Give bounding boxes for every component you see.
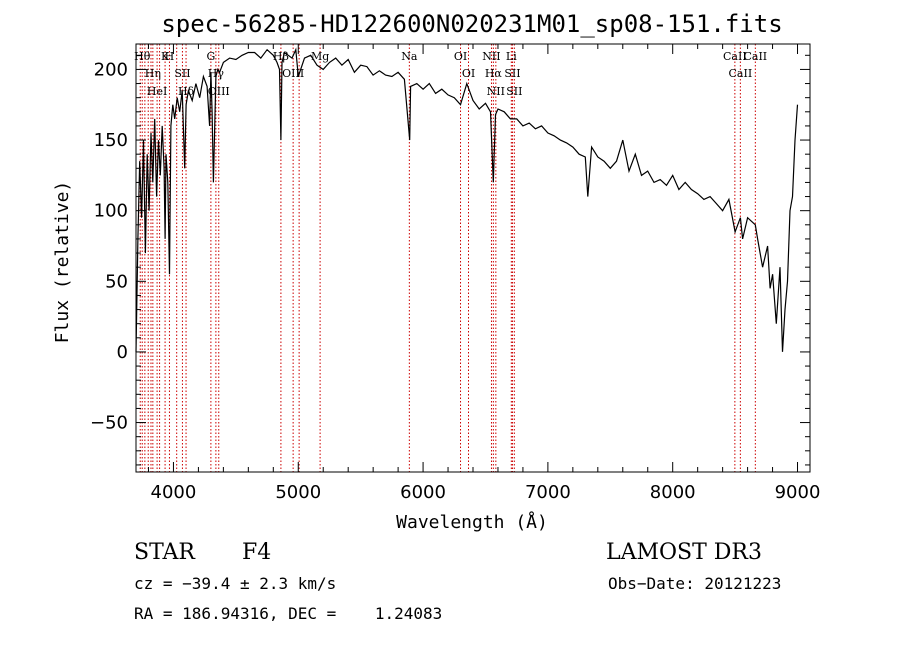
spectral-line-label: Li [506,50,517,63]
y-tick-label: 50 [105,271,128,292]
spectral-line-labels: Hθ Hη HeI KH SII Hδ G Hγ OIII Hβ OIII Mg Na OI OI NII Hα… [134,50,767,98]
y-tick-label: 150 [94,130,128,151]
spectral-line-label: Hα [485,67,503,80]
spectral-line-label: OI [454,50,467,63]
x-tick-label: 5000 [275,482,321,503]
spectral-line-label: Mg [311,50,329,63]
spectral-line-label: CaII [743,50,767,63]
spectral-line-label: G [206,50,215,63]
x-tick-label: 9000 [775,482,821,503]
spectral-line-label: CaII [729,67,753,80]
spectral-line-label: Hθ [134,50,151,63]
y-axis-label: Flux (relative) [52,181,73,344]
spectral-line-label: HeI [147,85,167,98]
spectral-line-label: CaII [723,50,747,63]
spectral-line-label: NII [482,50,500,63]
x-axis-label: Wavelength (Å) [396,511,548,533]
plot-frame [135,43,811,473]
spectrum-chart: spec-56285-HD122600N020231M01_sp08-151.f… [52,10,821,533]
x-tick-label: 7000 [525,482,571,503]
spectral-line-label: NII [487,85,505,98]
survey-name: LAMOST DR3 [606,540,762,565]
object-class: STAR [134,540,195,565]
spectral-line-label: SII [504,67,520,80]
spectral-line-label: OI [462,67,475,80]
x-tick-label: 4000 [151,482,197,503]
spectral-line-label: SII [506,85,522,98]
redshift-velocity: cz = −39.4 ± 2.3 km/s [134,574,337,593]
spectral-line-label: Hδ [178,85,195,98]
spectral-line-label: OIII [282,67,304,80]
spectral-line-label: Hη [145,67,161,80]
spectral-line-label: K [161,50,170,63]
chart-title: spec-56285-HD122600N020231M01_sp08-151.f… [161,10,782,38]
coordinates: RA = 186.94316, DEC = 1.24083 [134,604,443,623]
y-tick-label: 100 [94,201,128,222]
x-tick-label: 6000 [400,482,446,503]
spectral-line-label: OIII [208,85,230,98]
y-tick-label: 0 [117,342,128,363]
observation-date: Obs−Date: 20121223 [608,574,782,593]
spectral-line-label: Hγ [208,67,225,80]
spectral-line-label: Na [401,50,418,63]
spectral-line-label: Hβ [273,50,289,63]
object-subclass: F4 [242,540,272,565]
spectral-line-label: H [165,50,175,63]
x-tick-label: 8000 [650,482,696,503]
spectral-line-label: SII [174,67,190,80]
y-tick-label: 200 [94,59,128,80]
y-axis: −50 0 50 100 150 200 [90,54,810,466]
y-tick-label: −50 [90,413,128,434]
spectral-line-markers [139,44,756,472]
x-axis: 4000 5000 6000 7000 8000 9000 [147,44,821,503]
spectrum-series-line [135,47,799,352]
